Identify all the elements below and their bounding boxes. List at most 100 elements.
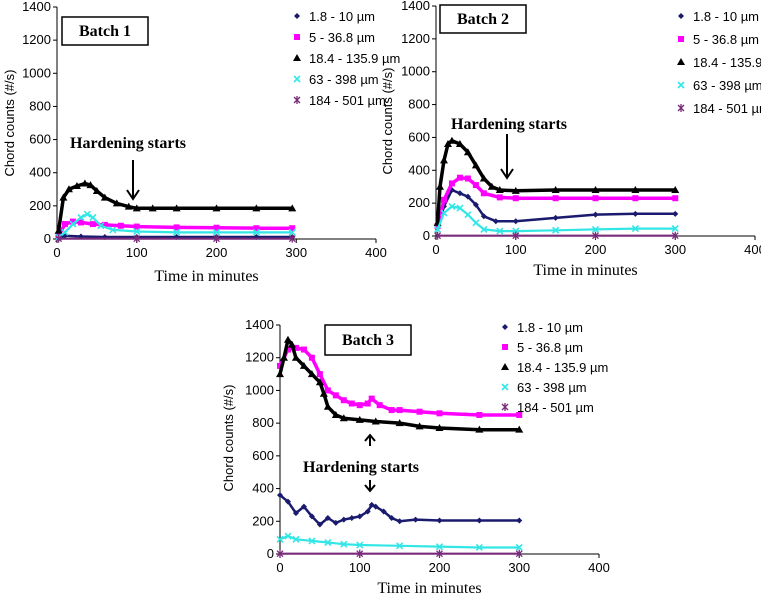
data-point — [551, 186, 560, 193]
legend-label: 1.8 - 10 µm — [693, 9, 759, 24]
y-tick-label: 0 — [423, 228, 430, 243]
data-point — [292, 535, 300, 543]
data-point — [213, 224, 220, 231]
data-point — [364, 400, 371, 407]
data-point — [148, 204, 157, 212]
y-tick-label: 1200 — [245, 350, 274, 365]
legend-marker — [678, 36, 684, 42]
data-point — [356, 541, 364, 549]
x-axis-label: Time in minutes — [377, 580, 481, 596]
data-point — [435, 182, 444, 190]
series-line-2 — [278, 346, 520, 417]
data-point — [324, 387, 331, 394]
data-point — [511, 186, 520, 194]
y-tick-label: 400 — [29, 165, 51, 180]
data-point — [371, 417, 380, 425]
x-tick-label: 0 — [276, 560, 283, 575]
data-point — [173, 224, 180, 231]
data-point — [472, 201, 479, 208]
data-point — [448, 180, 455, 187]
data-point — [112, 199, 121, 207]
data-point — [308, 537, 316, 545]
data-point — [592, 231, 599, 240]
title-box — [324, 324, 412, 356]
x-tick-label: 300 — [664, 242, 686, 257]
data-point — [631, 186, 640, 193]
data-point — [356, 402, 363, 409]
chart-batch-1: 0 200 400 600 800 1000 1200 1400 0 100 200 300 400 Ti… — [2, 0, 400, 285]
x-tick-label: 200 — [206, 245, 228, 260]
data-point — [72, 181, 81, 189]
series-line-3 — [435, 138, 676, 224]
data-point — [439, 156, 448, 164]
data-point — [552, 226, 560, 234]
y-tick-label: 800 — [408, 97, 430, 112]
data-point — [348, 515, 355, 522]
legend-label: 5 - 36.8 µm — [693, 32, 759, 47]
data-point — [299, 361, 308, 369]
data-point — [512, 231, 520, 240]
data-point — [631, 225, 639, 233]
data-point — [475, 425, 484, 433]
data-point — [515, 549, 523, 558]
data-point — [212, 204, 221, 212]
annotation-arrowhead — [126, 189, 140, 201]
data-point — [515, 425, 524, 433]
data-point — [77, 219, 84, 226]
y-tick-label: 1400 — [245, 317, 274, 332]
data-point — [100, 193, 109, 201]
data-point — [592, 195, 599, 202]
data-point — [480, 213, 487, 220]
y-tick-label: 200 — [408, 195, 430, 210]
legend-label: 18.4 - 135.9 µm — [309, 51, 400, 66]
legend-marker — [501, 363, 509, 370]
data-point — [64, 185, 73, 193]
data-point — [396, 518, 403, 525]
data-point — [332, 519, 339, 526]
data-point — [324, 538, 332, 547]
legend-marker — [293, 96, 301, 104]
data-point — [332, 392, 339, 399]
data-point — [133, 223, 140, 230]
data-point — [368, 395, 375, 402]
data-point — [253, 225, 260, 232]
annotation-hardening-starts: Hardening starts — [451, 116, 567, 133]
data-point — [83, 210, 91, 218]
data-point — [69, 220, 77, 228]
data-point — [109, 226, 117, 234]
data-point — [388, 407, 395, 414]
data-point — [77, 213, 85, 222]
data-point — [672, 210, 679, 217]
data-point — [69, 218, 76, 225]
data-point — [416, 408, 423, 415]
data-point — [516, 411, 523, 418]
data-point — [443, 140, 452, 147]
data-point — [471, 161, 480, 169]
data-point — [472, 219, 480, 227]
data-point — [97, 222, 105, 230]
legend-label: 1.8 - 10 µm — [309, 9, 375, 24]
data-point — [475, 543, 483, 552]
y-tick-label: 0 — [44, 231, 51, 246]
data-point — [440, 209, 448, 217]
data-point — [277, 492, 283, 499]
y-tick-label: 1000 — [401, 64, 430, 79]
data-point — [89, 213, 97, 222]
data-point — [340, 516, 347, 523]
y-tick-label: 1400 — [401, 0, 430, 13]
chart-title: Batch 3 — [342, 332, 394, 349]
data-point — [339, 414, 348, 422]
data-point — [492, 218, 499, 225]
legend-label: 184 - 501 µm — [693, 101, 761, 116]
data-point — [472, 182, 479, 189]
data-point — [455, 140, 464, 147]
y-tick-label: 1200 — [401, 31, 430, 46]
data-point — [307, 370, 316, 378]
data-point — [396, 542, 404, 550]
title-box — [439, 4, 527, 34]
data-point — [308, 354, 315, 361]
data-point — [300, 503, 307, 510]
data-point — [252, 204, 261, 212]
chart-batch-2: 0 200 400 600 800 1000 1200 1400 0 100 200 300 400 Ti… — [380, 0, 761, 279]
